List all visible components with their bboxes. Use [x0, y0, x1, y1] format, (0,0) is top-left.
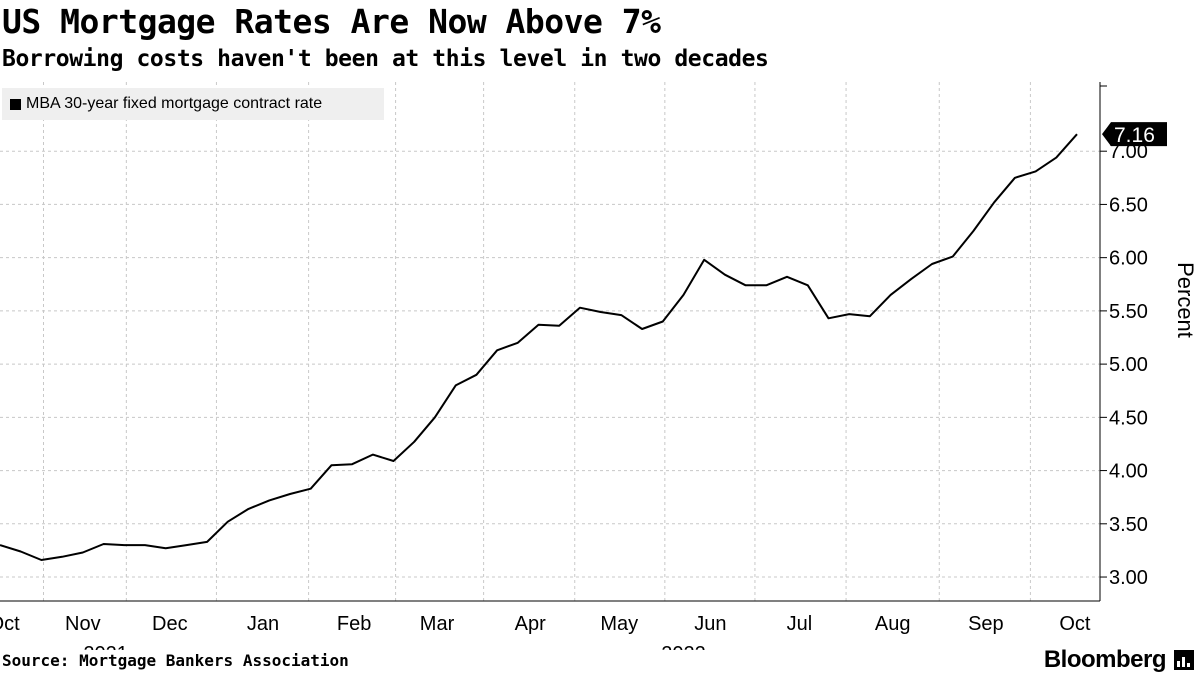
- y-tick-label: 7.00: [1109, 141, 1148, 163]
- y-tick-label: 5.50: [1109, 301, 1148, 323]
- last-value-badge: [1102, 122, 1167, 147]
- x-tick-label: Apr: [515, 613, 546, 635]
- x-tick-label: Aug: [875, 613, 911, 635]
- x-tick-label: Nov: [65, 613, 101, 635]
- series-line: [0, 133, 1078, 561]
- x-tick-label: Jul: [787, 613, 813, 635]
- y-tick-label: 5.00: [1109, 354, 1148, 376]
- grid-lines: [0, 82, 1100, 601]
- y-tick-label: 3.50: [1109, 514, 1148, 536]
- last-value-label: 7.16: [1114, 124, 1155, 147]
- last-value-callout: 7.16: [1102, 122, 1167, 147]
- x-tick-label: Jun: [694, 613, 726, 635]
- y-tick-label: 6.00: [1109, 248, 1148, 270]
- legend-label: MBA 30-year fixed mortgage contract rate: [26, 95, 323, 112]
- page-title: US Mortgage Rates Are Now Above 7%: [2, 2, 661, 41]
- legend-swatch-icon: [10, 98, 21, 110]
- x-tick-label: Feb: [337, 613, 371, 635]
- y-tick-label: 4.50: [1109, 407, 1148, 429]
- y-axis: 3.00 3.50 4.00 4.50 5.00 5.50 6.00 6.50 7.00 Perc…: [1099, 82, 1198, 601]
- page-subtitle: Borrowing costs haven't been at this lev…: [2, 46, 769, 72]
- x-tick-label: Oct: [1059, 613, 1091, 635]
- y-tick-label: 4.00: [1109, 461, 1148, 483]
- source-note: Source: Mortgage Bankers Association: [2, 651, 349, 670]
- brand-logo: Bloomberg: [1043, 646, 1167, 673]
- x-tick-label: Jan: [247, 613, 279, 635]
- y-axis-label: Percent: [1173, 262, 1198, 338]
- x-tick-label: Mar: [420, 613, 455, 635]
- x-tick-label: May: [600, 613, 638, 635]
- x-tick-label: Oct: [0, 613, 20, 635]
- y-tick-label: 3.00: [1109, 567, 1148, 589]
- x-year-label: 2021: [83, 643, 128, 650]
- x-axis: Oct Nov Dec Jan Feb Mar Apr May Jun Jul Aug Sep Oct 2…: [0, 600, 1100, 650]
- series-layer: [0, 133, 1078, 561]
- y-tick-label: 6.50: [1109, 194, 1148, 216]
- chart-legend: MBA 30-year fixed mortgage contract rate: [2, 88, 384, 120]
- x-tick-label: Dec: [152, 613, 188, 635]
- x-tick-label: Sep: [968, 613, 1004, 635]
- x-year-label: 2022: [661, 643, 706, 650]
- bloomberg-bars-icon: [1174, 650, 1194, 670]
- line-chart: 3.00 3.50 4.00 4.50 5.00 5.50 6.00 6.50 7.00 Perc…: [0, 82, 1198, 650]
